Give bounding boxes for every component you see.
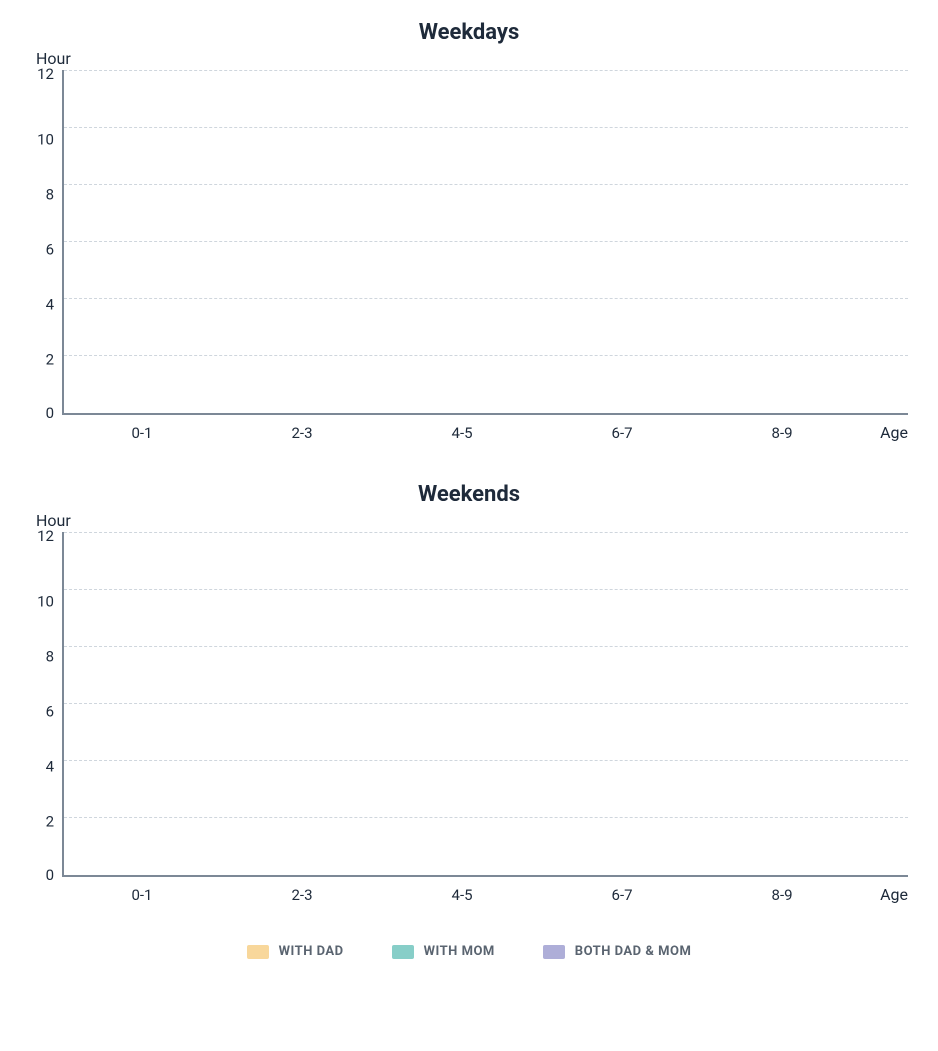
y-tick: 6 xyxy=(46,243,54,258)
y-tick: 10 xyxy=(37,133,54,148)
bar-slot xyxy=(262,532,372,875)
bar-slot xyxy=(94,532,204,875)
y-tick: 2 xyxy=(46,815,54,830)
y-tick: 2 xyxy=(46,353,54,368)
x-tick: 0-1 xyxy=(90,886,194,904)
y-tick: 8 xyxy=(46,650,54,665)
legend-label: WITH DAD xyxy=(279,944,344,959)
plot-row: 121086420 xyxy=(30,532,908,877)
chart-panel-weekdays: Weekdays Hour12 10 8 6 4 2 0 0-1 2-3 4-5 6-7 8-9 Age xyxy=(30,20,908,442)
x-ticks: 0-1 2-3 4-5 6-7 8-9 xyxy=(62,416,862,442)
y-tick: 4 xyxy=(46,760,54,775)
y-axis-label: Hour xyxy=(34,49,908,68)
chart-title: Weekdays xyxy=(30,20,908,45)
bar-slot xyxy=(600,70,710,413)
bars-container xyxy=(64,70,908,413)
legend-swatch xyxy=(543,945,565,959)
y-tick: 12 xyxy=(37,529,54,544)
x-tick: 6-7 xyxy=(570,424,674,442)
x-tick: 4-5 xyxy=(410,424,514,442)
bar-slot xyxy=(94,70,204,413)
y-tick: 10 xyxy=(37,595,54,610)
bar-slot xyxy=(769,532,879,875)
x-tick: 2-3 xyxy=(250,886,354,904)
x-ticks: 0-1 2-3 4-5 6-7 8-9 xyxy=(62,878,862,904)
bar-slot xyxy=(431,532,541,875)
plot-row: 121086420 xyxy=(30,70,908,415)
y-tick: 6 xyxy=(46,705,54,720)
legend-label: BOTH DAD & MOM xyxy=(575,944,692,959)
y-tick: 8 xyxy=(46,188,54,203)
x-axis-label: Age xyxy=(862,415,908,442)
plot-area xyxy=(62,70,908,415)
x-tick: 8-9 xyxy=(730,886,834,904)
legend-item: WITH MOM xyxy=(392,944,495,959)
bar-slot xyxy=(769,70,879,413)
x-axis: 0-1 2-3 4-5 6-7 8-9 Age xyxy=(30,415,908,442)
x-axis: 0-1 2-3 4-5 6-7 8-9 Age xyxy=(30,877,908,904)
x-axis-label: Age xyxy=(862,877,908,904)
bars-container xyxy=(64,532,908,875)
x-tick: 8-9 xyxy=(730,424,834,442)
legend-swatch xyxy=(247,945,269,959)
x-tick: 2-3 xyxy=(250,424,354,442)
y-tick: 0 xyxy=(46,868,54,883)
legend-item: WITH DAD xyxy=(247,944,344,959)
x-tick: 6-7 xyxy=(570,886,674,904)
legend-label: WITH MOM xyxy=(424,944,495,959)
chart-title: Weekends xyxy=(30,482,908,507)
legend-swatch xyxy=(392,945,414,959)
legend: WITH DAD WITH MOM BOTH DAD & MOM xyxy=(30,944,908,959)
y-axis: 121086420 xyxy=(30,532,62,877)
y-tick: 0 xyxy=(46,406,54,421)
x-tick: 4-5 xyxy=(410,886,514,904)
bar-slot xyxy=(262,70,372,413)
y-tick: 4 xyxy=(46,298,54,313)
legend-item: BOTH DAD & MOM xyxy=(543,944,692,959)
y-axis-label: Hour xyxy=(34,511,908,530)
chart-panel-weekends: Weekends Hour12 10 8 6 4 2 0 0-1 2-3 4-5 6-7 8-9 Age xyxy=(30,482,908,904)
bar-slot xyxy=(600,532,710,875)
x-tick: 0-1 xyxy=(90,424,194,442)
y-axis: 121086420 xyxy=(30,70,62,415)
bar-slot xyxy=(431,70,541,413)
y-tick: 12 xyxy=(37,67,54,82)
plot-area xyxy=(62,532,908,877)
